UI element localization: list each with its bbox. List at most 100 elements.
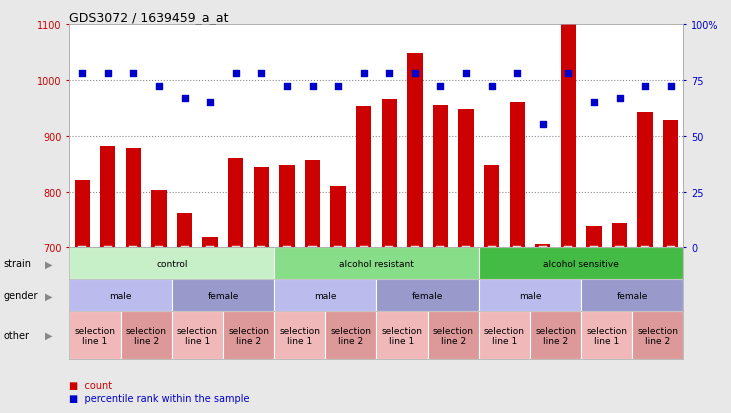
Bar bbox=[382, 100, 397, 248]
Bar bbox=[479, 248, 683, 280]
Text: GSM183875: GSM183875 bbox=[591, 248, 597, 290]
Text: GSM183936: GSM183936 bbox=[386, 248, 393, 290]
Text: alcohol resistant: alcohol resistant bbox=[339, 259, 414, 268]
Bar bbox=[228, 159, 243, 248]
Bar bbox=[428, 311, 479, 359]
Bar bbox=[100, 146, 115, 248]
Text: GSM183887: GSM183887 bbox=[284, 248, 290, 290]
Text: GSM183815: GSM183815 bbox=[79, 248, 86, 290]
Point bbox=[357, 71, 369, 77]
Text: GSM183816: GSM183816 bbox=[105, 248, 111, 290]
Text: GSM184120: GSM184120 bbox=[667, 248, 674, 290]
Bar bbox=[274, 280, 376, 311]
Bar bbox=[69, 248, 274, 280]
Text: GSM184123: GSM184123 bbox=[437, 248, 444, 290]
Text: ▶: ▶ bbox=[45, 259, 53, 269]
Point bbox=[230, 71, 241, 77]
Bar bbox=[121, 311, 172, 359]
Bar bbox=[177, 213, 192, 248]
Bar bbox=[581, 280, 683, 311]
Point bbox=[383, 71, 395, 77]
Bar bbox=[172, 280, 274, 311]
Point bbox=[563, 71, 575, 77]
Text: selection
line 1: selection line 1 bbox=[279, 326, 320, 345]
Point bbox=[511, 71, 523, 77]
Bar bbox=[433, 106, 448, 248]
Text: GSM183991: GSM183991 bbox=[156, 248, 162, 290]
Point bbox=[461, 71, 472, 77]
Text: female: female bbox=[412, 291, 443, 300]
Bar bbox=[530, 311, 581, 359]
Bar bbox=[254, 168, 269, 248]
Text: GSM183856: GSM183856 bbox=[207, 248, 213, 290]
Bar bbox=[279, 165, 295, 248]
Bar bbox=[69, 280, 172, 311]
Text: GSM184118: GSM184118 bbox=[565, 248, 572, 290]
Bar bbox=[637, 113, 653, 248]
Bar bbox=[223, 311, 274, 359]
Point bbox=[256, 71, 268, 77]
Point bbox=[332, 84, 344, 90]
Point bbox=[154, 84, 165, 90]
Bar bbox=[479, 280, 581, 311]
Point bbox=[307, 84, 319, 90]
Text: selection
line 1: selection line 1 bbox=[586, 326, 627, 345]
Point bbox=[409, 71, 421, 77]
Text: GSM183989: GSM183989 bbox=[412, 248, 418, 290]
Bar bbox=[458, 109, 474, 248]
Text: male: male bbox=[519, 291, 541, 300]
Text: GSM183817: GSM183817 bbox=[181, 248, 188, 290]
Text: selection
line 2: selection line 2 bbox=[637, 326, 678, 345]
Text: ▶: ▶ bbox=[45, 291, 53, 301]
Bar bbox=[510, 103, 525, 248]
Text: GSM183994: GSM183994 bbox=[539, 248, 546, 290]
Bar bbox=[75, 181, 90, 248]
Bar bbox=[632, 311, 683, 359]
Text: selection
line 1: selection line 1 bbox=[177, 326, 218, 345]
Bar bbox=[151, 190, 167, 248]
Bar bbox=[274, 248, 479, 280]
Text: male: male bbox=[110, 291, 132, 300]
Bar bbox=[202, 238, 218, 248]
Text: GSM184119: GSM184119 bbox=[642, 248, 648, 290]
Text: GSM183858: GSM183858 bbox=[514, 248, 520, 290]
Point bbox=[102, 71, 114, 77]
Point bbox=[178, 95, 190, 102]
Text: gender: gender bbox=[4, 291, 38, 301]
Text: GSM183990: GSM183990 bbox=[130, 248, 137, 290]
Point bbox=[434, 84, 446, 90]
Bar bbox=[376, 280, 479, 311]
Point bbox=[639, 84, 651, 90]
Text: strain: strain bbox=[4, 259, 31, 269]
Point bbox=[588, 100, 599, 106]
Point bbox=[537, 122, 548, 128]
Bar bbox=[376, 311, 428, 359]
Bar bbox=[561, 25, 576, 248]
Bar bbox=[663, 121, 678, 248]
Bar bbox=[126, 149, 141, 248]
Text: alcohol sensitive: alcohol sensitive bbox=[543, 259, 619, 268]
Bar bbox=[274, 311, 325, 359]
Text: selection
line 2: selection line 2 bbox=[126, 326, 167, 345]
Text: selection
line 2: selection line 2 bbox=[535, 326, 576, 345]
Text: GSM183857: GSM183857 bbox=[488, 248, 495, 290]
Bar bbox=[325, 311, 376, 359]
Point bbox=[127, 71, 139, 77]
Bar bbox=[581, 311, 632, 359]
Bar bbox=[172, 311, 223, 359]
Bar bbox=[407, 54, 423, 248]
Text: selection
line 2: selection line 2 bbox=[330, 326, 371, 345]
Text: control: control bbox=[156, 259, 188, 268]
Text: GSM183886: GSM183886 bbox=[616, 248, 623, 290]
Bar bbox=[484, 166, 499, 248]
Text: GSM183993: GSM183993 bbox=[258, 248, 265, 290]
Point bbox=[77, 71, 88, 77]
Text: selection
line 2: selection line 2 bbox=[228, 326, 269, 345]
Text: female: female bbox=[208, 291, 238, 300]
Point bbox=[204, 100, 216, 106]
Text: ▶: ▶ bbox=[45, 330, 53, 340]
Text: other: other bbox=[4, 330, 30, 340]
Bar bbox=[69, 311, 121, 359]
Text: GSM184121: GSM184121 bbox=[335, 248, 341, 290]
Text: female: female bbox=[617, 291, 648, 300]
